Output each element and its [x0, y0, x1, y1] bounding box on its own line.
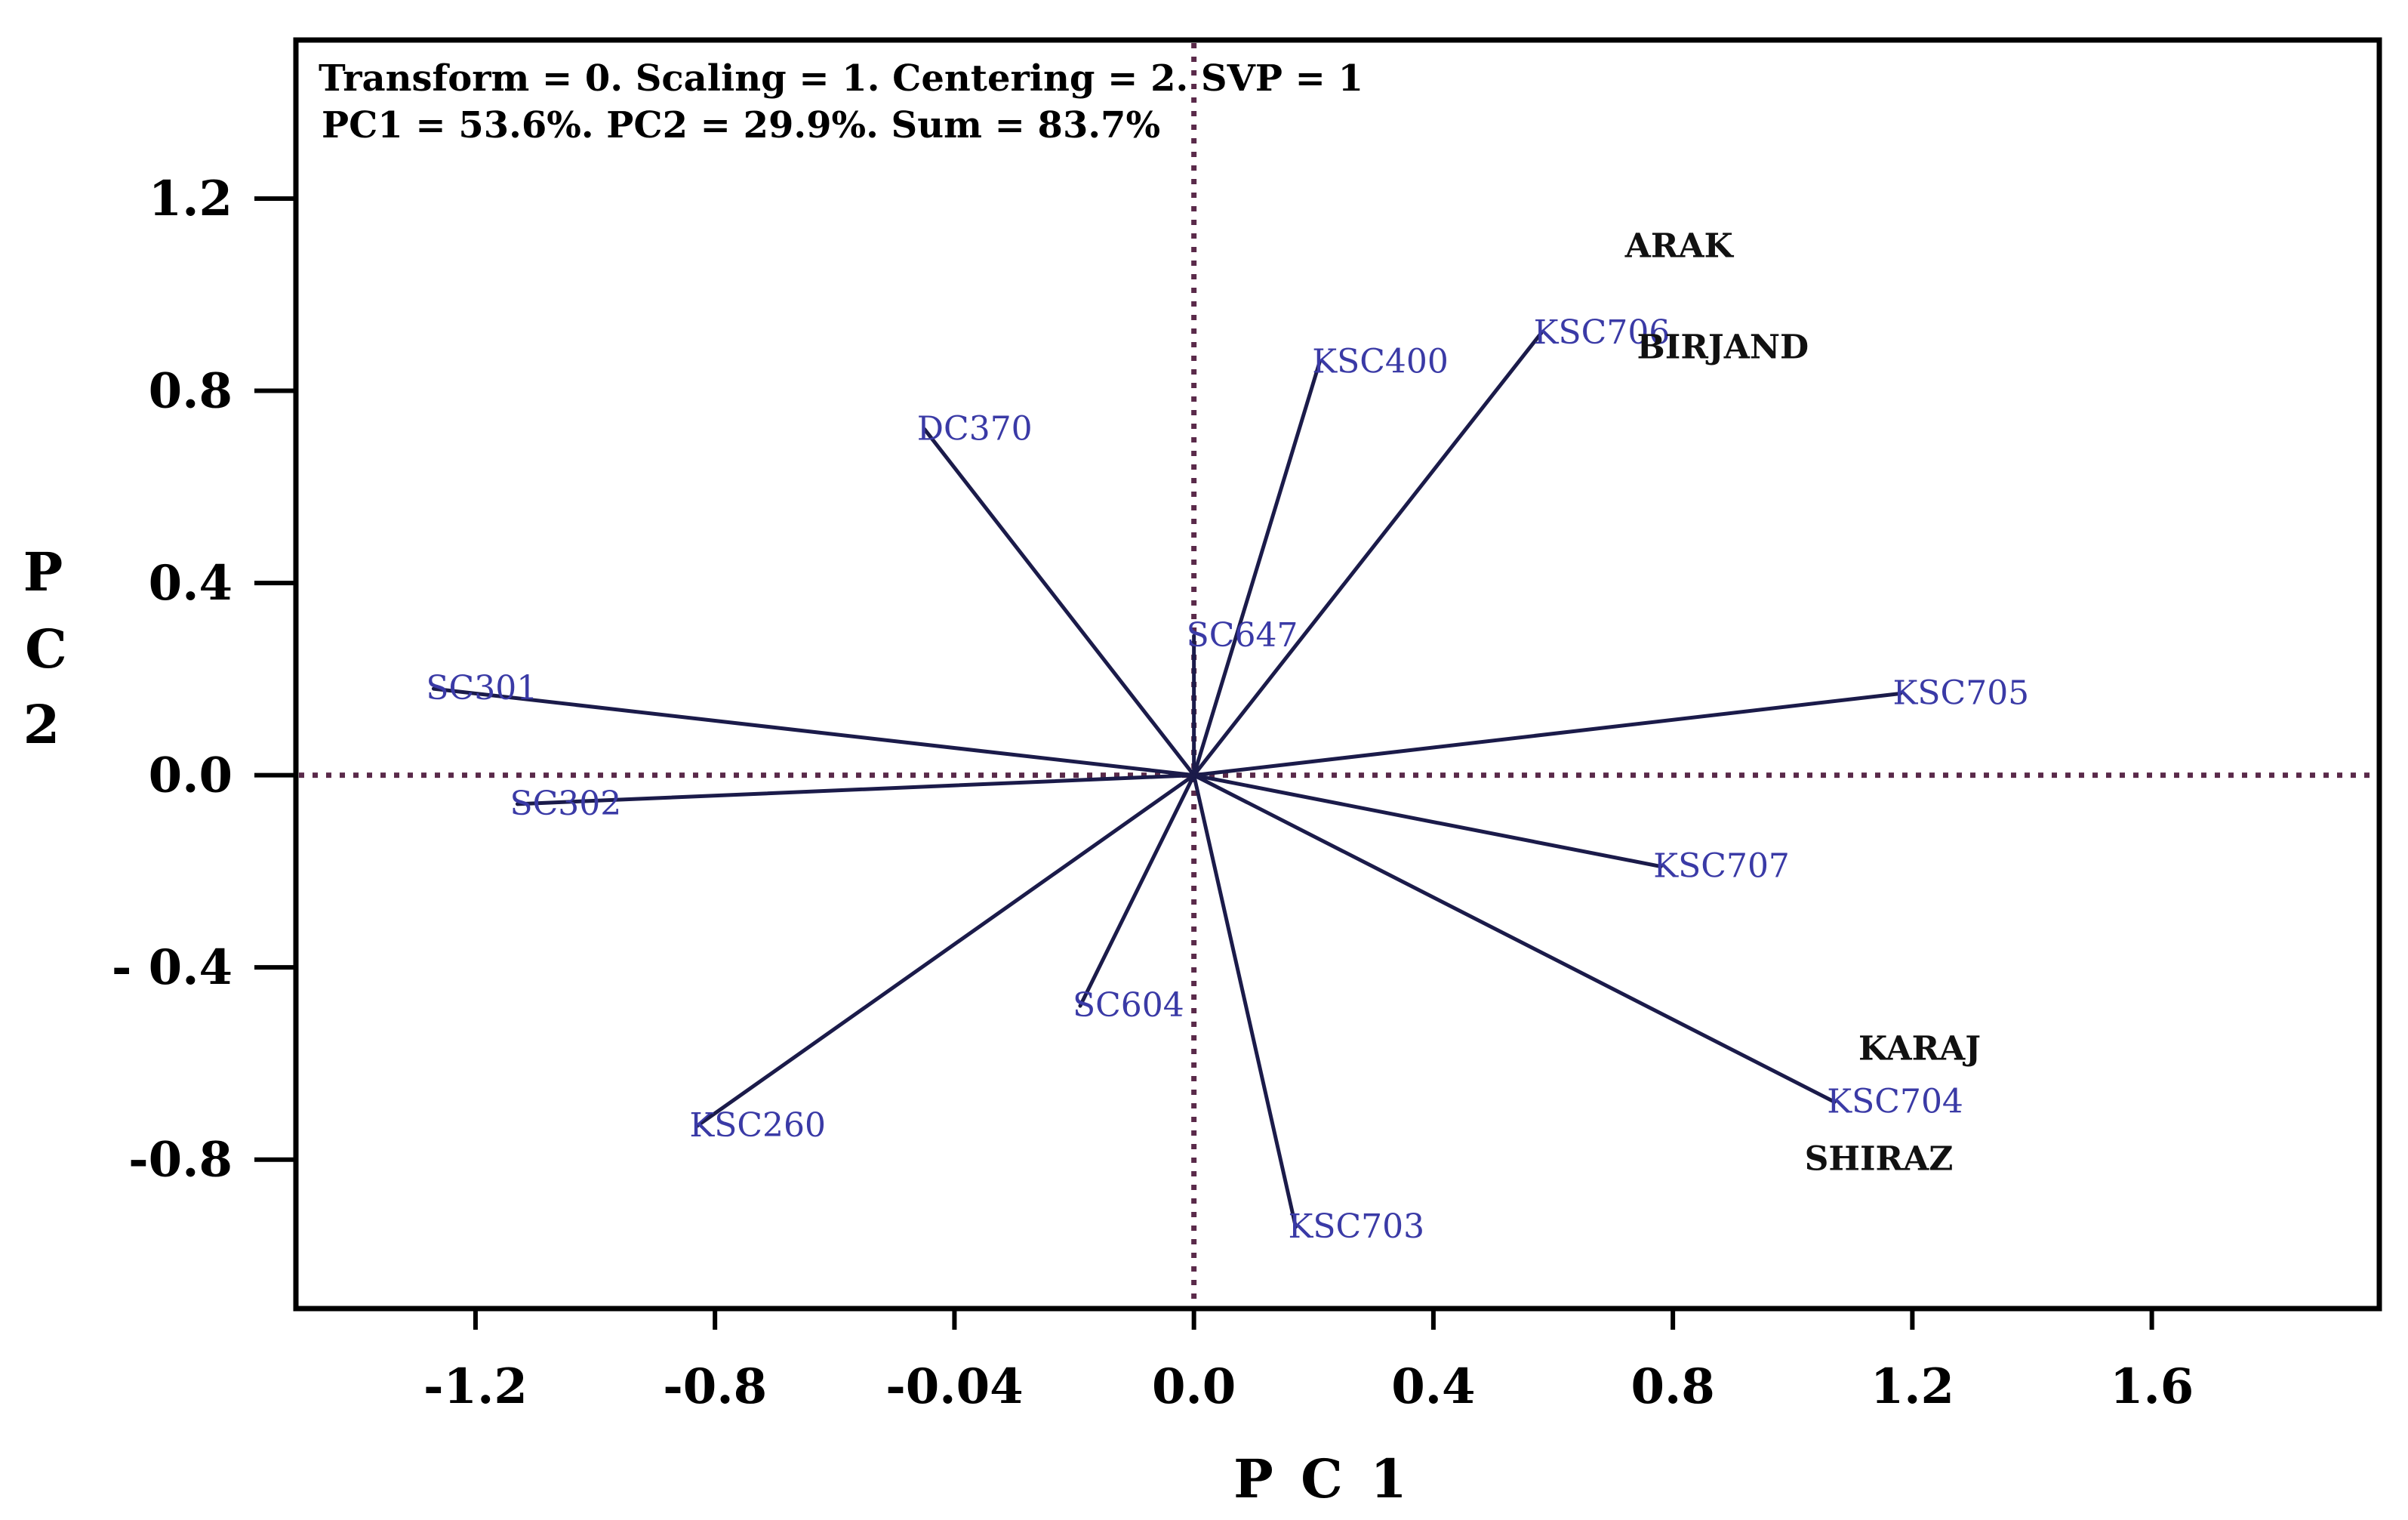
genotype-label-ksc705: KSC705 [1893, 674, 2030, 712]
genotype-label-ksc707: KSC707 [1653, 847, 1790, 886]
environment-label-birjand: BIRJAND [1637, 328, 1809, 366]
y-tick-label-1-2: 1.2 [149, 171, 232, 227]
x-tick-label-0-04: -0.04 [885, 1358, 1023, 1415]
y-tick-label-0-0: 0.0 [149, 748, 232, 804]
vector-sc302 [515, 773, 1196, 806]
genotype-vectors [431, 331, 1903, 1229]
x-tick-label-0-8: -0.8 [663, 1358, 767, 1415]
genotype-label-sc301: SC301 [426, 669, 537, 708]
info-line-2: PC1 = 53.6%. PC2 = 29.9%. Sum = 83.7% [322, 104, 1160, 146]
genotype-label-ksc260: KSC260 [689, 1106, 826, 1145]
y-tick-label-0-8: 0.8 [149, 363, 232, 420]
genotype-label-ksc706: KSC706 [1534, 313, 1671, 352]
vector-dc370 [922, 427, 1196, 778]
environment-label-arak: ARAK [1624, 227, 1735, 266]
plot-frame [293, 37, 2382, 1312]
genotype-label-sc647: SC647 [1187, 616, 1298, 655]
environment-label-karaj: KARAJ [1858, 1029, 1981, 1068]
x-tick-label-1-2: 1.2 [1871, 1358, 1954, 1415]
y-tick-label-0-4: 0.4 [149, 555, 232, 612]
y-axis-title-letter-p: P [23, 541, 68, 603]
x-tick-label-0-8: 0.8 [1630, 1358, 1714, 1415]
vector-sc301 [431, 686, 1196, 778]
vector-ksc703 [1192, 773, 1298, 1229]
environment-labels: ARAK BIRJAND KARAJ SHIRAZ [1624, 227, 1981, 1179]
vector-ksc704 [1192, 773, 1837, 1104]
x-tick-label-1-6: 1.6 [2110, 1358, 2194, 1415]
info-line-1: Transform = 0. Scaling = 1. Centering = … [319, 57, 1363, 100]
x-tick-label-0-0: 0.0 [1152, 1358, 1236, 1415]
genotype-label-dc370: DC370 [917, 409, 1033, 448]
genotype-label-ksc400: KSC400 [1312, 342, 1449, 381]
genotype-label-sc302: SC302 [510, 785, 621, 823]
y-axis-title-digit-2: 2 [23, 693, 65, 756]
x-tick-label-1-2: -1.2 [423, 1358, 528, 1415]
y-tick-label-0-4: - 0.4 [112, 939, 232, 996]
y-axis-title-letter-c: C [25, 618, 72, 680]
x-axis-title: P C 1 [1233, 1448, 1412, 1510]
vector-ksc260 [694, 773, 1196, 1128]
vector-ksc705 [1192, 691, 1903, 778]
x-tick-label-0-4: 0.4 [1391, 1358, 1475, 1415]
vector-ksc707 [1192, 773, 1663, 869]
x-axis-ticks: -1.2 -0.8 -0.04 0.0 0.4 0.8 1.2 1.6 [423, 1309, 2194, 1415]
environment-label-shiraz: SHIRAZ [1805, 1140, 1954, 1179]
genotype-label-ksc704: KSC704 [1827, 1082, 1963, 1121]
genotype-labels: SC301 SC302 DC370 KSC400 KSC706 SC647 KSC705 KS… [426, 313, 2029, 1246]
y-axis-ticks: 1.2 0.8 0.4 0.0 - 0.4 -0.8 [112, 171, 296, 1189]
vector-ksc706 [1192, 331, 1544, 778]
genotype-label-ksc703: KSC703 [1288, 1207, 1424, 1246]
vector-sc604 [1078, 773, 1196, 1008]
vector-ksc400 [1192, 359, 1322, 778]
y-tick-label-0-8: -0.8 [128, 1132, 232, 1189]
genotype-label-sc604: SC604 [1073, 986, 1184, 1025]
